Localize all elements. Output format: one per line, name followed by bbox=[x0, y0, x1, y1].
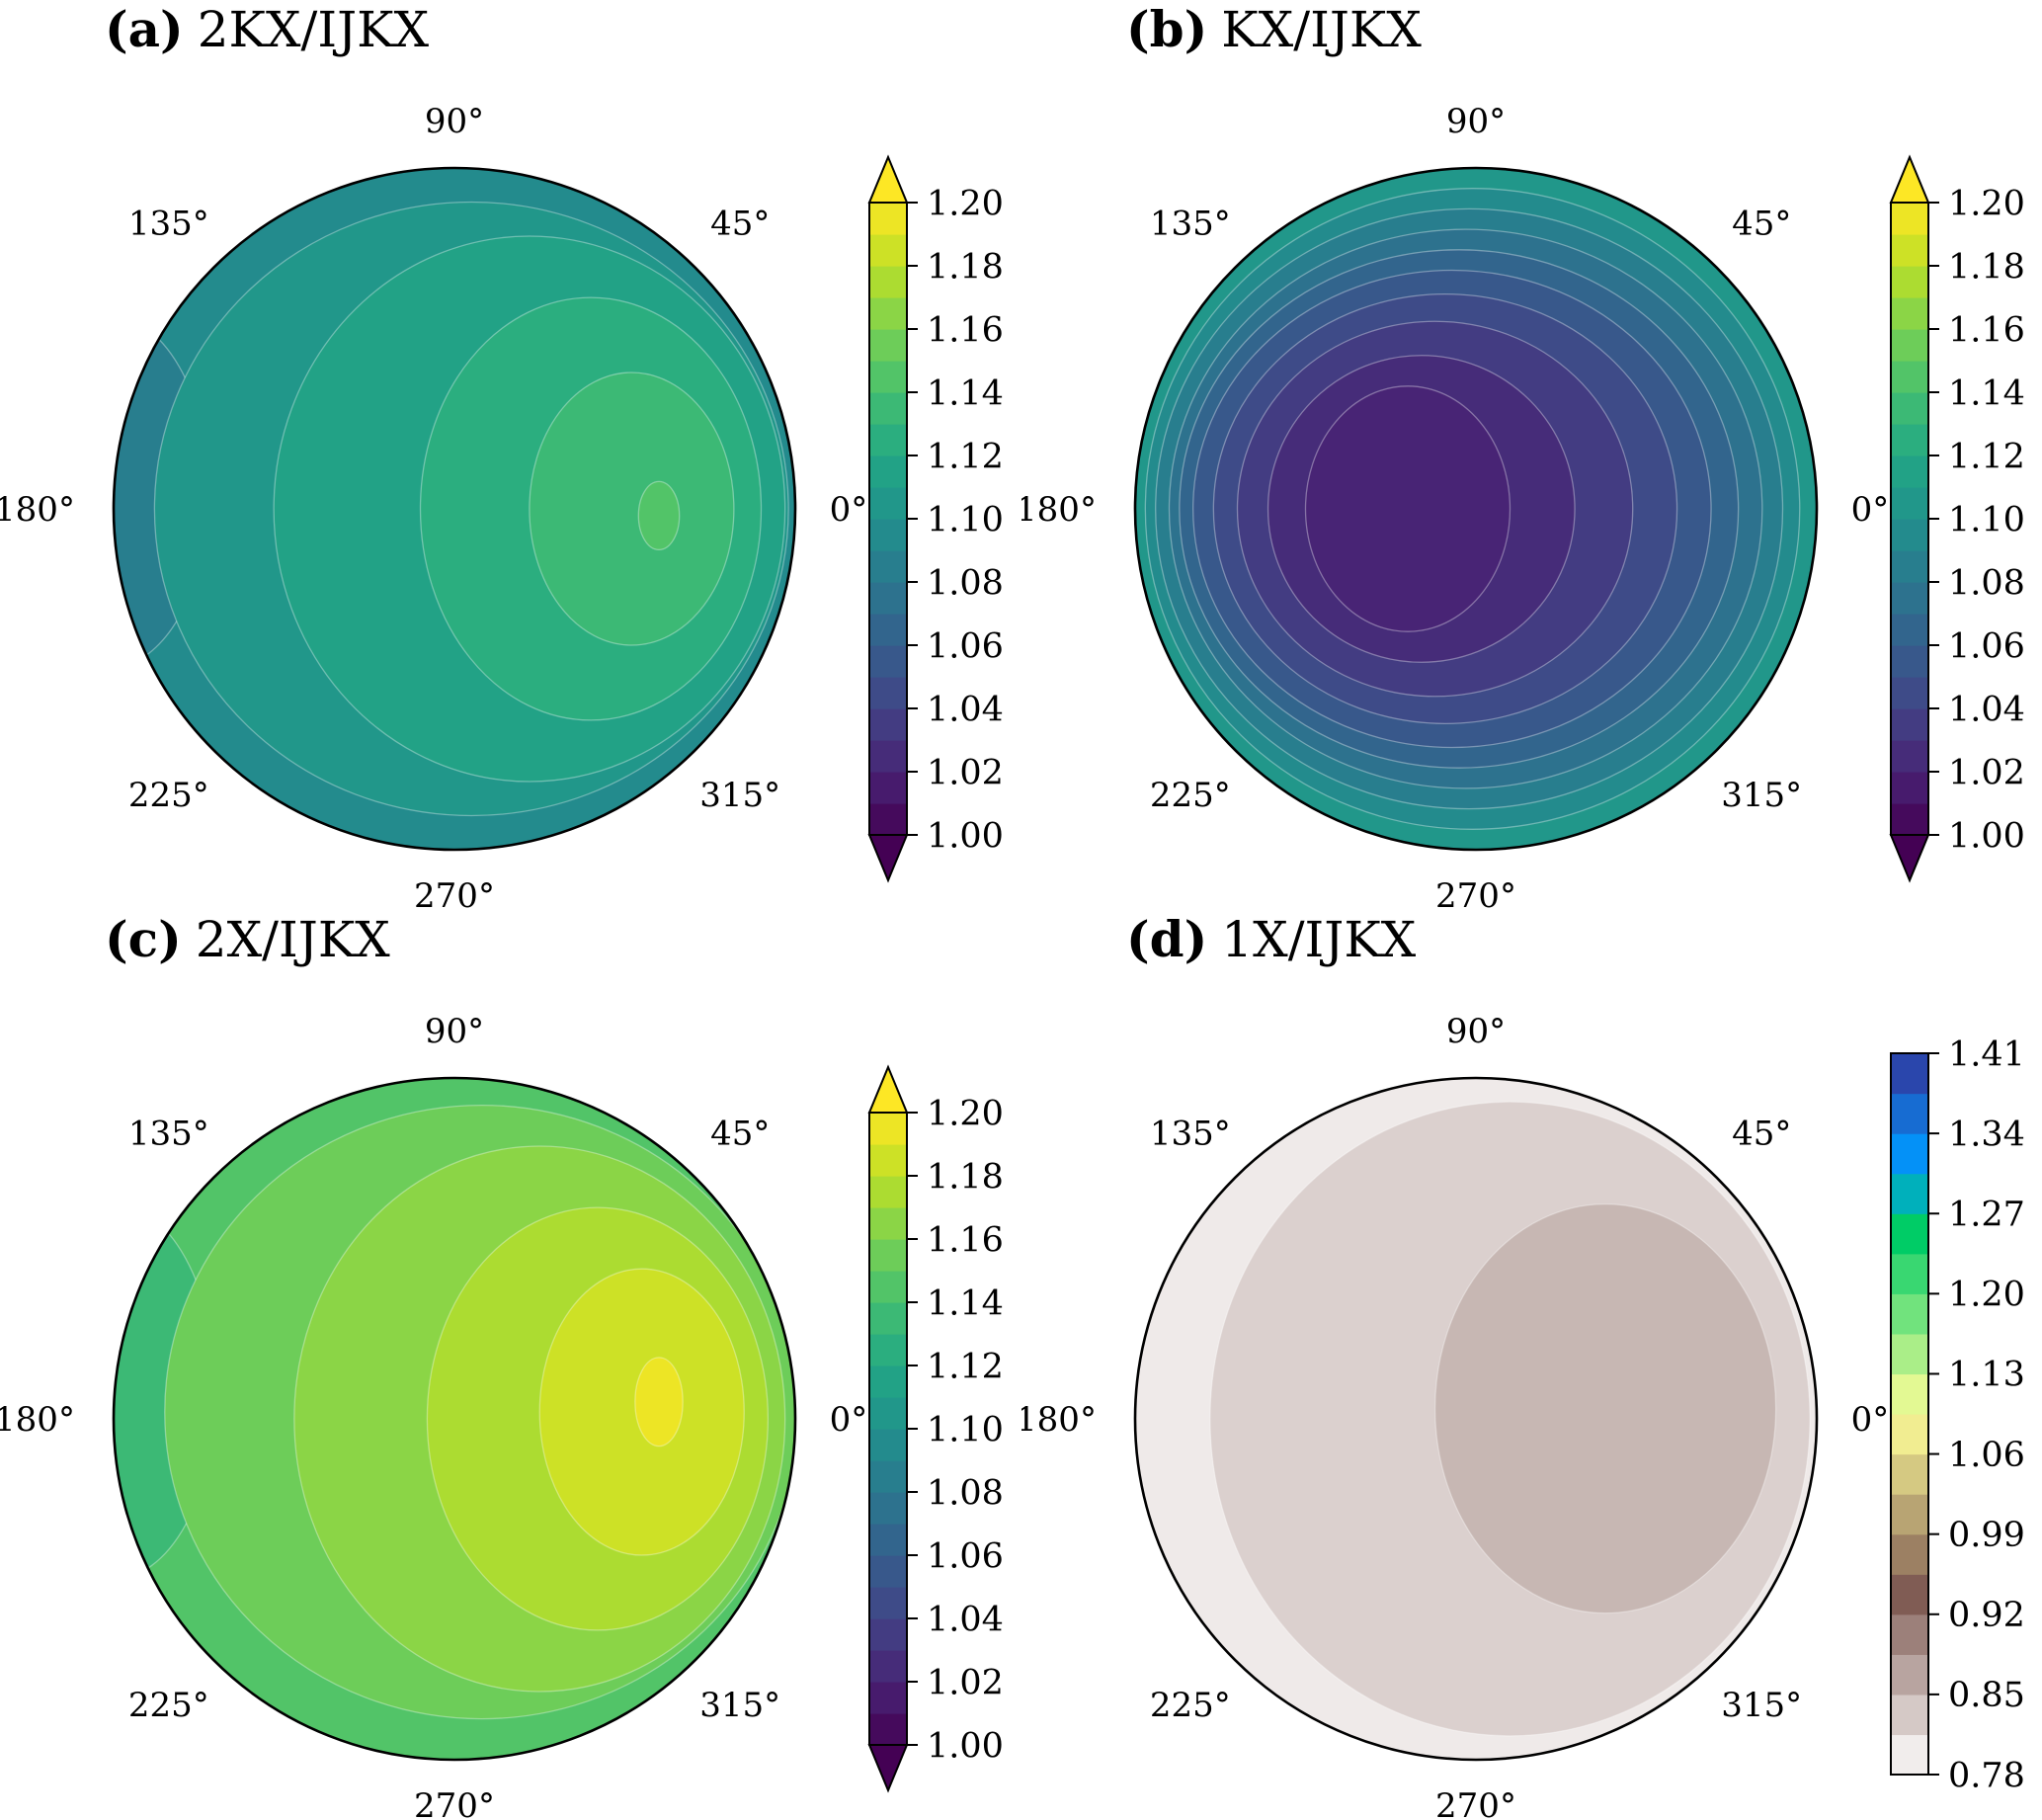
colorbar-tick-label: 1.00 bbox=[927, 816, 1004, 856]
colorbar-tick-label: 1.06 bbox=[927, 626, 1004, 666]
colorbar-tick-label: 1.16 bbox=[927, 1220, 1004, 1260]
colorbar-tick-label: 0.85 bbox=[1948, 1676, 2025, 1715]
angle-label-135: 135° bbox=[1150, 1115, 1231, 1154]
panel-a-title-text: 2KX/IJKX bbox=[197, 1, 430, 58]
angle-label-0: 0° bbox=[830, 1400, 868, 1440]
angle-label-90: 90° bbox=[1446, 1012, 1506, 1051]
colorbar-tick-label: 1.10 bbox=[927, 1410, 1004, 1449]
colorbar-tick-label: 1.08 bbox=[927, 1473, 1004, 1513]
colorbar-tick-label: 1.10 bbox=[1948, 500, 2025, 539]
panel-c-polar-plot: 0° 45° 90° 135° 180° 225° 270° 315° 1.20 1.18 1.16… bbox=[0, 1012, 1004, 1820]
colorbar-tick-label: 1.00 bbox=[1948, 816, 2025, 856]
angle-label-270: 270° bbox=[1435, 1786, 1516, 1820]
angle-label-135: 135° bbox=[128, 1115, 209, 1154]
colorbar-tick-label: 1.20 bbox=[927, 184, 1004, 223]
panel-c-tag: (c) bbox=[105, 910, 182, 968]
colorbar-tick-label: 1.14 bbox=[1948, 373, 2025, 413]
angle-label-225: 225° bbox=[128, 1686, 209, 1725]
angle-label-180: 180° bbox=[1021, 1400, 1097, 1440]
angle-label-225: 225° bbox=[128, 776, 209, 815]
colorbar-tick-label: 0.92 bbox=[1948, 1596, 2025, 1635]
panel-a-title: (a) 2KX/IJKX bbox=[105, 0, 429, 58]
angle-label-270: 270° bbox=[1435, 876, 1516, 910]
colorbar-tick-label: 1.04 bbox=[1948, 690, 2025, 729]
angle-label-90: 90° bbox=[425, 1012, 484, 1051]
colorbar-tick-label: 1.20 bbox=[1948, 1276, 2025, 1315]
colorbar-tick-label: 1.02 bbox=[927, 753, 1004, 792]
panel-b-polar-plot: 0° 45° 90° 135° 180° 225° 270° 315° 1.20 1.18 1.16… bbox=[1021, 102, 2025, 910]
colorbar-tick-label: 1.20 bbox=[927, 1094, 1004, 1133]
colorbar-tick-label: 0.78 bbox=[1948, 1756, 2025, 1795]
angle-label-180: 180° bbox=[0, 1400, 75, 1440]
angle-label-45: 45° bbox=[710, 1115, 770, 1154]
angle-label-0: 0° bbox=[1851, 1400, 1890, 1440]
angle-label-0: 0° bbox=[830, 490, 868, 530]
angle-label-90: 90° bbox=[425, 102, 484, 141]
colorbar-tick-label: 1.06 bbox=[1948, 1436, 2025, 1475]
angle-label-180: 180° bbox=[1021, 490, 1097, 530]
angle-label-45: 45° bbox=[1732, 1115, 1791, 1154]
panel-b: 0° 45° 90° 135° 180° 225° 270° 315° 1.20 1.18 1.16… bbox=[1021, 0, 2042, 910]
panel-d-title: (d) 1X/IJKX bbox=[1126, 910, 1416, 968]
colorbar-tick-label: 1.18 bbox=[927, 247, 1004, 287]
colorbar-tick-label: 1.08 bbox=[1948, 563, 2025, 603]
angle-label-0: 0° bbox=[1851, 490, 1890, 530]
colorbar-tick-label: 1.02 bbox=[927, 1663, 1004, 1702]
colorbar-tick-label: 1.02 bbox=[1948, 753, 2025, 792]
colorbar-tick-label: 1.14 bbox=[927, 373, 1004, 413]
panel-d-tag: (d) bbox=[1126, 910, 1208, 968]
angle-label-135: 135° bbox=[128, 205, 209, 244]
panel-c-title-text: 2X/IJKX bbox=[195, 911, 390, 968]
colorbar-tick-label: 1.06 bbox=[1948, 626, 2025, 666]
colorbar-tick-label: 1.12 bbox=[927, 1347, 1004, 1386]
panel-b-tag: (b) bbox=[1126, 0, 1208, 58]
angle-label-315: 315° bbox=[1721, 776, 1802, 815]
panel-c: 0° 45° 90° 135° 180° 225° 270° 315° 1.20 1.18 1.16… bbox=[0, 910, 1021, 1820]
colorbar-tick-label: 1.12 bbox=[927, 437, 1004, 476]
colorbar-tick-label: 1.04 bbox=[927, 690, 1004, 729]
colorbar-tick-label: 0.99 bbox=[1948, 1516, 2025, 1555]
panel-b-title: (b) KX/IJKX bbox=[1126, 0, 1422, 58]
colorbar-tick-label: 1.08 bbox=[927, 563, 1004, 603]
colorbar-tick-label: 1.12 bbox=[1948, 437, 2025, 476]
angle-label-45: 45° bbox=[1732, 205, 1791, 244]
panel-a: 0° 45° 90° 135° 180° 225° 270° 315° 1.20 1.18 1.16… bbox=[0, 0, 1021, 910]
angle-label-180: 180° bbox=[0, 490, 75, 530]
angle-label-270: 270° bbox=[414, 876, 495, 910]
colorbar-tick-label: 1.04 bbox=[927, 1600, 1004, 1639]
panel-d: 0° 45° 90° 135° 180° 225° 270° 315° 1.41 1.34 1.27… bbox=[1021, 910, 2042, 1820]
panel-b-title-text: KX/IJKX bbox=[1221, 1, 1422, 58]
angle-label-225: 225° bbox=[1150, 776, 1231, 815]
angle-label-315: 315° bbox=[699, 1686, 780, 1725]
colorbar-tick-label: 1.18 bbox=[927, 1157, 1004, 1197]
colorbar-tick-label: 1.14 bbox=[927, 1283, 1004, 1323]
panel-c-title: (c) 2X/IJKX bbox=[105, 910, 390, 968]
colorbar-tick-label: 1.10 bbox=[927, 500, 1004, 539]
angle-label-225: 225° bbox=[1150, 1686, 1231, 1725]
panel-a-polar-plot: 0° 45° 90° 135° 180° 225° 270° 315° 1.20 1.18 1.16… bbox=[0, 102, 1004, 910]
colorbar-tick-label: 1.27 bbox=[1948, 1195, 2025, 1234]
colorbar-tick-label: 1.16 bbox=[927, 310, 1004, 350]
colorbar-tick-label: 1.34 bbox=[1948, 1115, 2025, 1154]
angle-label-315: 315° bbox=[699, 776, 780, 815]
angle-label-45: 45° bbox=[710, 205, 770, 244]
colorbar-tick-label: 1.20 bbox=[1948, 184, 2025, 223]
panel-a-tag: (a) bbox=[105, 0, 184, 58]
angle-label-135: 135° bbox=[1150, 205, 1231, 244]
panel-d-polar-plot: 0° 45° 90° 135° 180° 225° 270° 315° 1.41 1.34 1.27… bbox=[1021, 1012, 2025, 1820]
colorbar-tick-label: 1.13 bbox=[1948, 1356, 2025, 1395]
colorbar-tick-label: 1.06 bbox=[927, 1536, 1004, 1576]
panel-d-title-text: 1X/IJKX bbox=[1221, 911, 1417, 968]
angle-label-315: 315° bbox=[1721, 1686, 1802, 1725]
angle-label-270: 270° bbox=[414, 1786, 495, 1820]
colorbar-tick-label: 1.41 bbox=[1948, 1034, 2025, 1074]
angle-label-90: 90° bbox=[1446, 102, 1506, 141]
colorbar-tick-label: 1.16 bbox=[1948, 310, 2025, 350]
colorbar-tick-label: 1.18 bbox=[1948, 247, 2025, 287]
colorbar-tick-label: 1.00 bbox=[927, 1726, 1004, 1766]
